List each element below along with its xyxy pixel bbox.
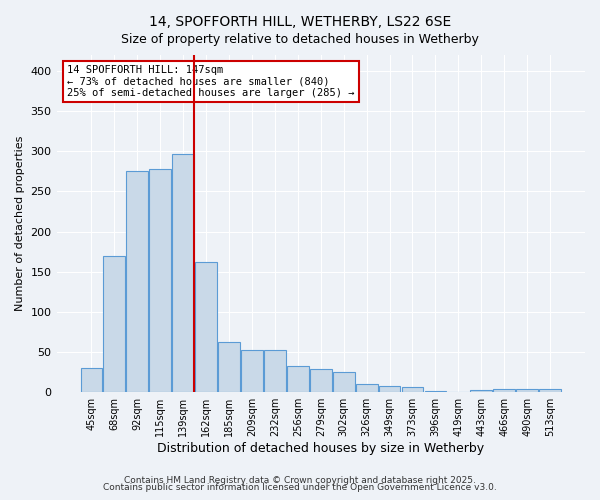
Bar — [264, 350, 286, 392]
Bar — [493, 389, 515, 392]
Bar — [425, 390, 446, 392]
Bar — [103, 256, 125, 392]
Text: Contains HM Land Registry data © Crown copyright and database right 2025.: Contains HM Land Registry data © Crown c… — [124, 476, 476, 485]
Bar — [401, 388, 424, 392]
Bar — [470, 390, 492, 392]
Bar — [80, 368, 103, 392]
Text: 14 SPOFFORTH HILL: 147sqm
← 73% of detached houses are smaller (840)
25% of semi: 14 SPOFFORTH HILL: 147sqm ← 73% of detac… — [67, 65, 355, 98]
Bar — [241, 350, 263, 392]
Bar — [287, 366, 309, 392]
Bar — [333, 372, 355, 392]
Bar — [218, 342, 240, 392]
Bar — [310, 369, 332, 392]
Y-axis label: Number of detached properties: Number of detached properties — [15, 136, 25, 312]
Bar — [172, 154, 194, 392]
Bar — [127, 172, 148, 392]
Bar — [195, 262, 217, 392]
X-axis label: Distribution of detached houses by size in Wetherby: Distribution of detached houses by size … — [157, 442, 484, 455]
Bar — [539, 389, 561, 392]
Bar — [379, 386, 400, 392]
Text: Size of property relative to detached houses in Wetherby: Size of property relative to detached ho… — [121, 32, 479, 46]
Bar — [516, 389, 538, 392]
Text: 14, SPOFFORTH HILL, WETHERBY, LS22 6SE: 14, SPOFFORTH HILL, WETHERBY, LS22 6SE — [149, 15, 451, 29]
Bar — [356, 384, 377, 392]
Text: Contains public sector information licensed under the Open Government Licence v3: Contains public sector information licen… — [103, 484, 497, 492]
Bar — [149, 169, 171, 392]
